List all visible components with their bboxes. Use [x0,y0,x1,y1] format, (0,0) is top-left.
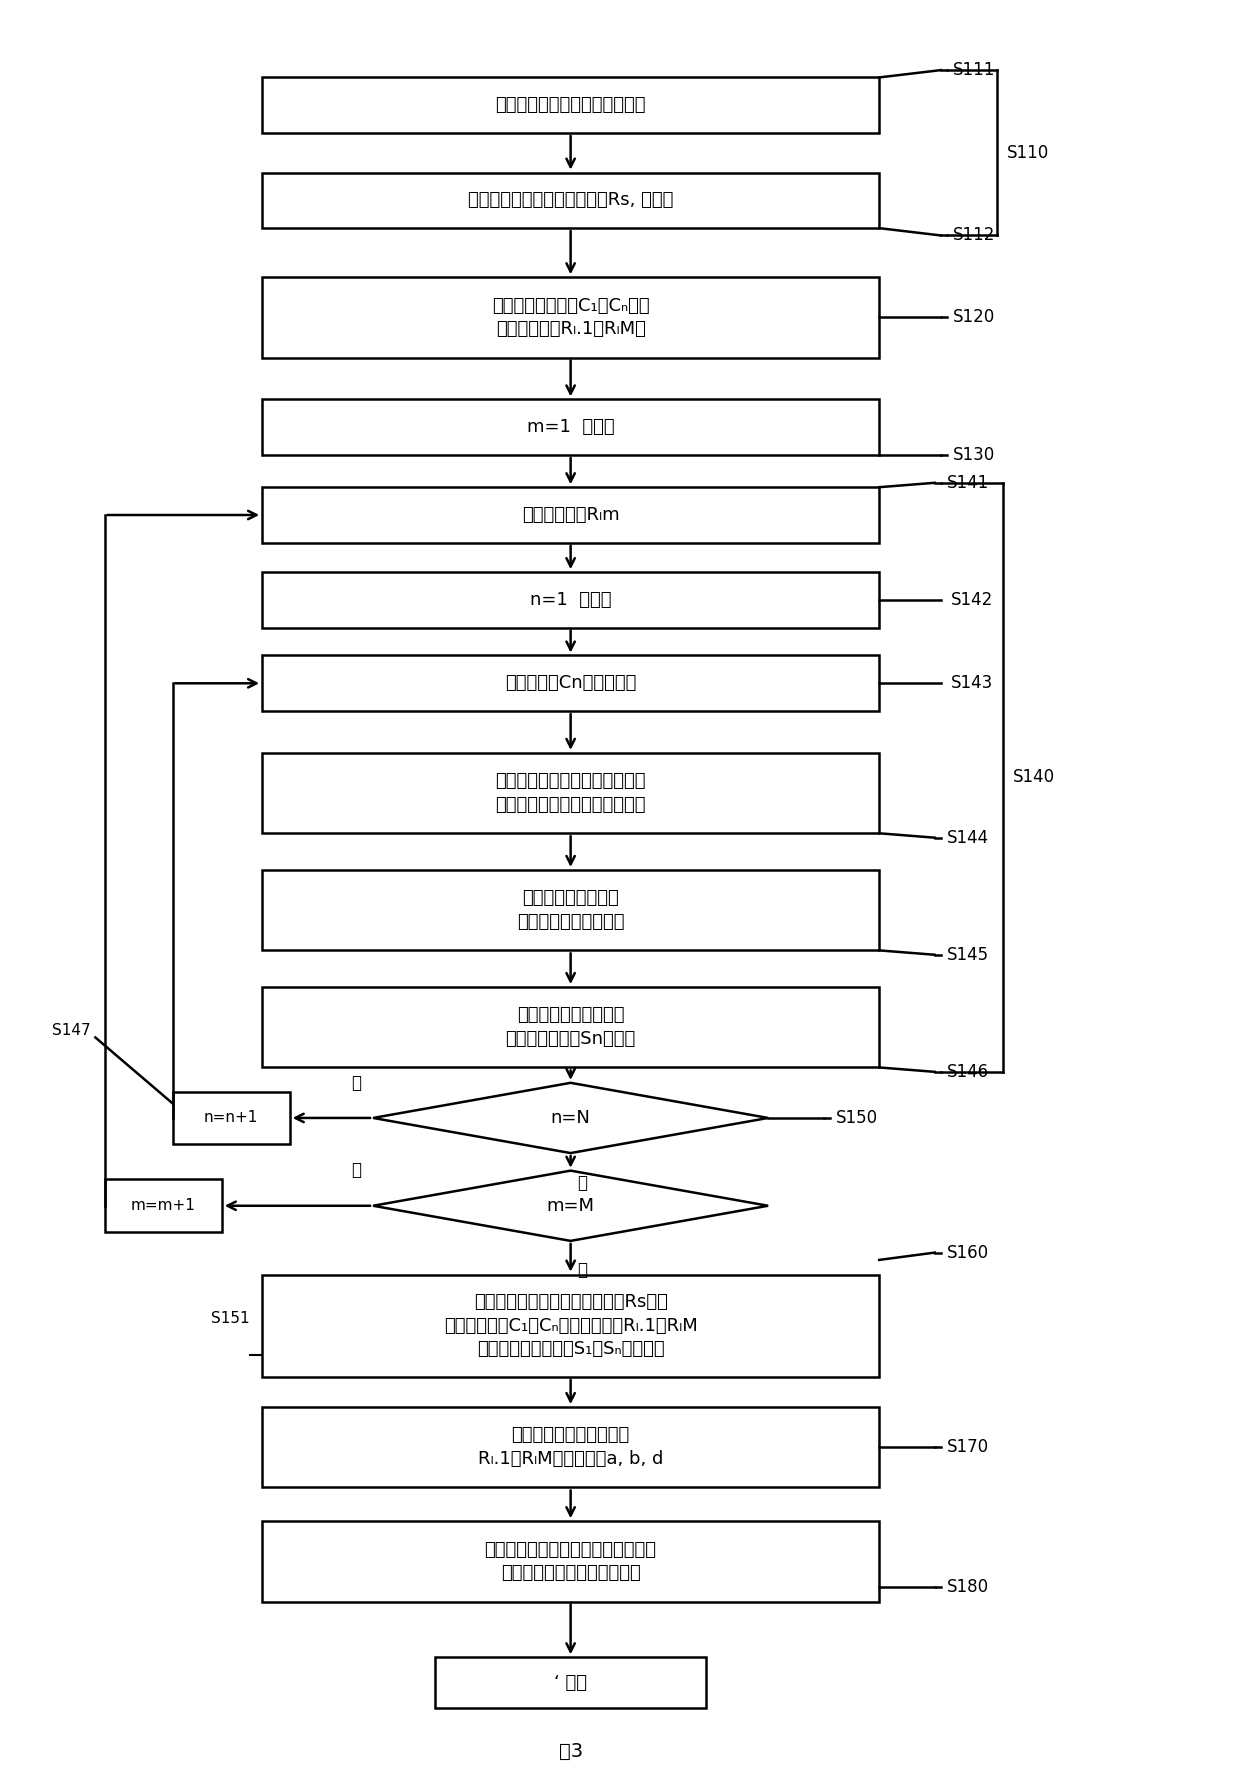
Text: 制作对应于气体传感器内部电阵Rs値、
标准气体浓度C₁～Cₙ値及负荷电阵Rₗ.1～RₗM
値的最大电压变动率S₁～Sₙ的数据表: 制作对应于气体传感器内部电阵Rs値、 标准气体浓度C₁～Cₙ値及负荷电阵Rₗ.1… [444,1293,697,1358]
Text: n=N: n=N [551,1109,590,1127]
Text: 否: 否 [351,1073,361,1091]
Text: S144: S144 [947,829,990,847]
Text: S120: S120 [954,308,996,326]
Text: m=m+1: m=m+1 [130,1198,196,1213]
Text: 是: 是 [577,1173,587,1191]
Text: S151: S151 [211,1311,249,1325]
Bar [262,1275,879,1377]
Text: 是: 是 [577,1261,587,1279]
Text: m=M: m=M [547,1196,595,1214]
Bar [262,399,879,455]
Bar [262,1408,879,1488]
Text: 否: 否 [351,1161,361,1180]
Text: S142: S142 [951,591,993,609]
Text: S170: S170 [947,1438,990,1456]
Text: m=1  初始化: m=1 初始化 [527,417,615,437]
Text: 指定负荷电阵Rₗm: 指定负荷电阵Rₗm [522,507,620,525]
Text: n=1  初始化: n=1 初始化 [529,591,611,609]
Text: S147: S147 [52,1023,91,1037]
Text: S160: S160 [947,1243,990,1261]
Polygon shape [373,1171,768,1241]
Bar [172,1091,290,1144]
Bar [262,487,879,543]
Text: 测量每个气体传感器内部电阵Rs, 并储存: 测量每个气体传感器内部电阵Rs, 并储存 [467,192,673,210]
Text: ‘ 结束: ‘ 结束 [554,1675,587,1692]
Text: S130: S130 [954,446,996,464]
Bar [435,1657,707,1709]
Text: S112: S112 [954,226,996,244]
Text: S146: S146 [947,1062,990,1080]
Text: 计算每个气体传感器
输出电压的电压变动率: 计算每个气体传感器 输出电压的电压变动率 [517,890,625,931]
Bar [262,571,879,627]
Bar [262,278,879,358]
Bar [104,1180,222,1232]
Text: S145: S145 [947,946,990,964]
Bar [262,1521,879,1601]
Text: S143: S143 [951,673,993,693]
Text: n=n+1: n=n+1 [203,1110,258,1125]
Text: 测量每间隔一定时间对应于气体
传感器的负荷电阵两端输出电压: 测量每间隔一定时间对应于气体 传感器的负荷电阵两端输出电压 [495,772,646,813]
Text: 储存标准气体浓度C₁～Cₙ値，
储存负荷电阵Rₗ.1～RₗM値: 储存标准气体浓度C₁～Cₙ値， 储存负荷电阵Rₗ.1～RₗM値 [492,297,650,338]
Text: S110: S110 [1007,143,1049,161]
Text: S140: S140 [1013,768,1055,786]
Text: 注入浓度为Cn的标准气体: 注入浓度为Cn的标准气体 [505,673,636,693]
Text: 分析气体传感器输出特性及评价功能
或作为气体浓度测量装置使用: 分析气体传感器输出特性及评价功能 或作为气体浓度测量装置使用 [485,1540,657,1581]
Polygon shape [373,1084,768,1153]
Bar [262,752,879,833]
Text: 开始提取气体传感器的输出特性: 开始提取气体传感器的输出特性 [495,97,646,115]
Text: S180: S180 [947,1578,990,1596]
Text: S141: S141 [947,475,990,493]
Text: 图3: 图3 [558,1743,583,1761]
Text: S150: S150 [836,1109,878,1127]
Text: 获取对应于每个负荷电阵
Rₗ.1～RₗM的特性常数a, b, d: 获取对应于每个负荷电阵 Rₗ.1～RₗM的特性常数a, b, d [477,1426,663,1469]
Bar [262,656,879,711]
Bar [262,172,879,227]
Bar [262,987,879,1067]
Text: S111: S111 [954,61,996,79]
Text: 找出每个气体传感器的
最大电压变动率Sn并储存: 找出每个气体传感器的 最大电压变动率Sn并储存 [506,1007,636,1048]
Bar [262,77,879,133]
Bar [262,870,879,951]
